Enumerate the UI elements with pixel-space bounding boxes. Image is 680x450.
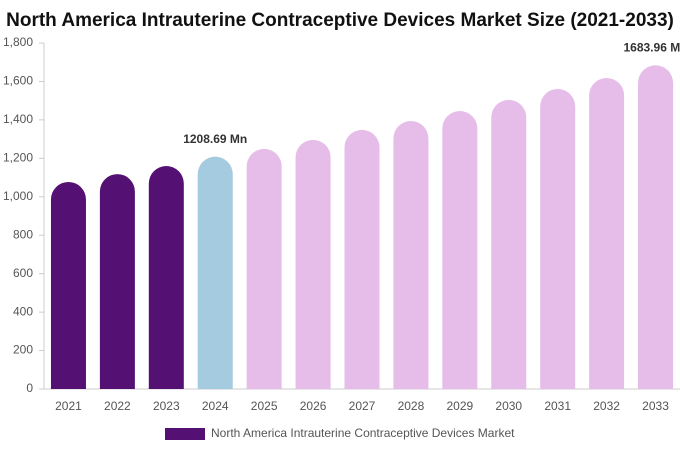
bar bbox=[344, 129, 380, 389]
bar bbox=[295, 139, 331, 389]
bar bbox=[540, 88, 576, 390]
y-tick-label: 1,400 bbox=[3, 112, 33, 126]
x-tick-label: 2029 bbox=[446, 399, 473, 413]
bar bbox=[442, 111, 478, 389]
bar bbox=[491, 99, 527, 390]
y-tick-label: 200 bbox=[13, 343, 33, 357]
y-tick-label: 800 bbox=[13, 227, 33, 241]
y-tick-label: 400 bbox=[13, 304, 33, 318]
legend-label: North America Intrauterine Contraceptive… bbox=[211, 426, 515, 440]
y-tick-label: 1,600 bbox=[3, 74, 33, 88]
bar bbox=[99, 174, 135, 389]
y-tick-label: 1,200 bbox=[3, 151, 33, 165]
x-tick-label: 2027 bbox=[349, 399, 376, 413]
x-tick-label: 2028 bbox=[398, 399, 425, 413]
bar bbox=[50, 181, 86, 389]
bar bbox=[638, 65, 674, 389]
legend-swatch bbox=[165, 428, 205, 440]
bar bbox=[197, 156, 233, 389]
x-tick-label: 2025 bbox=[251, 399, 278, 413]
bar bbox=[589, 77, 625, 390]
x-tick-label: 2032 bbox=[593, 399, 620, 413]
bar bbox=[393, 121, 429, 389]
bar bbox=[148, 166, 184, 389]
bar bbox=[246, 148, 282, 389]
y-tick-label: 1,000 bbox=[3, 189, 33, 203]
x-tick-label: 2033 bbox=[642, 399, 669, 413]
value-label: 1208.69 Mn bbox=[183, 132, 247, 146]
x-tick-label: 2021 bbox=[55, 399, 82, 413]
y-tick-label: 600 bbox=[13, 266, 33, 280]
x-tick-label: 2022 bbox=[104, 399, 131, 413]
y-tick-label: 0 bbox=[26, 381, 33, 395]
value-label: 1683.96 Mn bbox=[624, 40, 680, 54]
x-tick-label: 2023 bbox=[153, 399, 180, 413]
x-tick-label: 2031 bbox=[544, 399, 571, 413]
x-tick-label: 2024 bbox=[202, 399, 229, 413]
x-tick-label: 2026 bbox=[300, 399, 327, 413]
x-tick-label: 2030 bbox=[495, 399, 522, 413]
chart-title: North America Intrauterine Contraceptive… bbox=[6, 10, 674, 31]
y-tick-label: 1,800 bbox=[3, 35, 33, 49]
